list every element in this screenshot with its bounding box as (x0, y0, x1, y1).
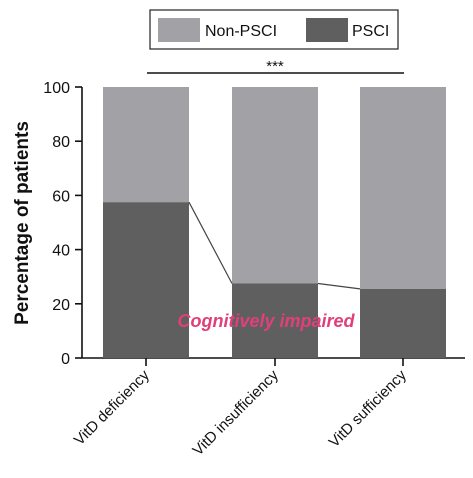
x-ticks: VitD deficiency VitD insufficiency VitD su… (71, 358, 410, 459)
bars (103, 87, 446, 358)
legend-label-psci: PSCI (352, 23, 389, 40)
y-tick-label: 100 (43, 80, 70, 97)
bar-segment-psci (232, 283, 318, 358)
y-tick-label: 20 (52, 297, 70, 314)
y-ticks: 0 20 40 60 80 100 (43, 80, 82, 368)
bar-segment-psci (103, 202, 189, 358)
bar-segment-non-psci (360, 87, 446, 289)
x-category-label: VitD sufficiency (326, 366, 410, 450)
bar-segment-non-psci (103, 87, 189, 203)
significance-label: *** (266, 58, 284, 75)
x-category-label: VitD insufficiency (189, 366, 282, 459)
y-tick-label: 60 (52, 188, 70, 205)
bar-segment-non-psci (232, 87, 318, 284)
trend-line-segment (188, 201, 233, 284)
y-axis-label: Percentage of patients (12, 121, 33, 325)
legend-swatch-psci (306, 18, 348, 42)
trend-line-segment (317, 282, 361, 290)
legend-label-non-psci: Non-PSCI (205, 23, 277, 40)
legend: Non-PSCI PSCI (149, 9, 399, 50)
y-tick-label: 40 (52, 243, 70, 260)
bar-segment-psci (360, 288, 446, 358)
annotation-text: Cognitively impaired (177, 311, 355, 331)
x-category-label: VitD deficiency (71, 366, 153, 448)
y-tick-label: 80 (52, 134, 70, 151)
legend-swatch-non-psci (158, 18, 200, 42)
y-tick-label: 0 (61, 351, 70, 368)
trend-line (188, 201, 361, 290)
